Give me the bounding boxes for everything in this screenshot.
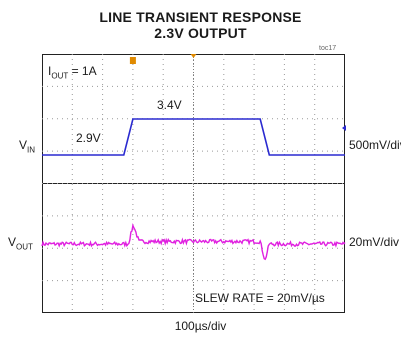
timebase-label: 100µs/div [174, 319, 227, 333]
load-current-label: IOUT = 1A [48, 64, 97, 81]
vin-channel-label: VIN [19, 138, 36, 155]
vin-high-label: 3.4V [157, 98, 182, 112]
vin-trace [42, 118, 345, 156]
chart-title: LINE TRANSIENT RESPONSE [99, 9, 302, 25]
trigger-marker-icon [129, 57, 136, 64]
vin-low-label: 2.9V [76, 131, 101, 145]
figure-ref: toc17 [319, 45, 337, 52]
vout-channel-label: VOUT [8, 235, 33, 252]
vin-scale: 500mV/div [349, 138, 401, 152]
vout-scale: 20mV/div [349, 235, 400, 249]
vout-trace [41, 223, 346, 261]
slew-rate-annotation: SLEW RATE = 20mV/µs [195, 291, 325, 305]
center-marker-icon [190, 54, 197, 58]
vin-marker-icon [342, 125, 346, 131]
chart-subtitle: 2.3V OUTPUT [154, 25, 247, 41]
